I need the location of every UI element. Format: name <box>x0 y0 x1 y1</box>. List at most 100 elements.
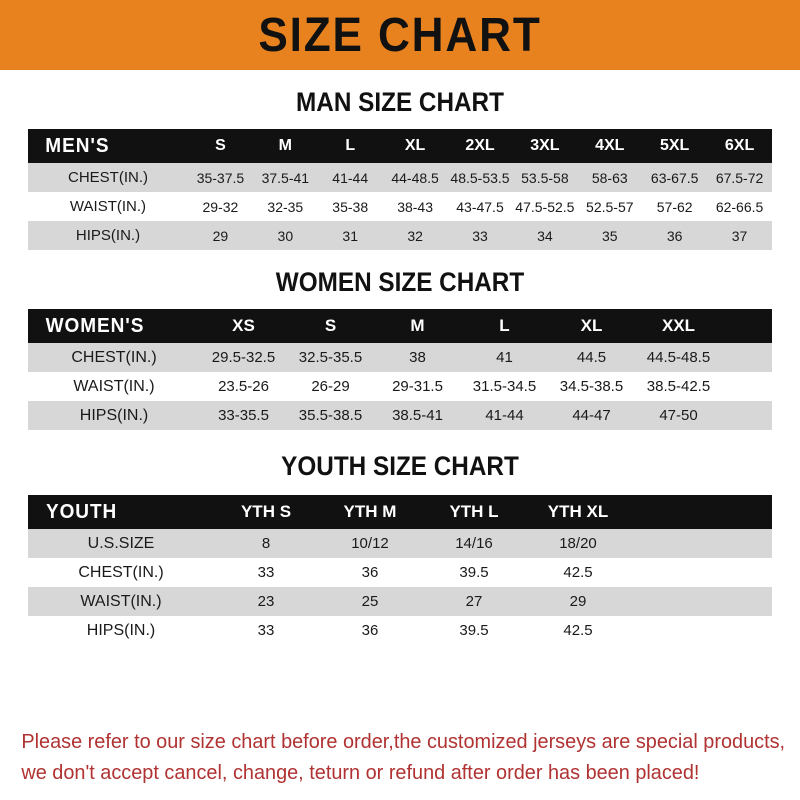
youth-row-label: U.S.SIZE <box>87 534 155 552</box>
youth-table-body: U.S.SIZE 8 10/12 14/16 18/20 CHEST(IN.) 33 36 3… <box>28 529 772 645</box>
youth-spacer-cell <box>630 587 772 616</box>
youth-spacer-cell <box>630 529 772 558</box>
men-measurement-cell: 62-66.5 <box>715 198 764 215</box>
section-title-women: WOMEN SIZE CHART <box>275 267 525 297</box>
youth-row-label: HIPS(IN.) <box>86 621 156 639</box>
table-row: CHEST(IN.) 33 36 39.5 42.5 <box>28 558 772 587</box>
women-size-header: XL <box>580 316 603 335</box>
men-measurement-cell: 67.5-72 <box>715 169 764 186</box>
youth-size-header: YTH S <box>240 502 292 521</box>
men-measurement-cell: 36 <box>666 227 683 244</box>
men-size-header: 5XL <box>659 137 690 154</box>
youth-measurement-cell: 33 <box>257 622 275 639</box>
men-header-row: MEN'S S M L XL 2XL 3XL 4XL 5XL 6XL <box>27 129 772 163</box>
section-men: MAN SIZE CHART MEN'S S M L XL 2XL 3XL 4XL 5XL 6XL… <box>0 70 800 250</box>
women-measurement-cell: 38 <box>409 349 426 366</box>
table-row: HIPS(IN.) 33-35.5 35.5-38.5 38.5-41 41-44 44-… <box>28 401 772 430</box>
women-measurement-cell: 29.5-32.5 <box>211 349 276 366</box>
youth-measurement-cell: 42.5 <box>563 622 593 639</box>
men-measurement-cell: 63-67.5 <box>650 169 699 186</box>
women-measurement-cell: 41-44 <box>485 407 524 424</box>
women-spacer-header <box>722 309 772 343</box>
youth-measurement-cell: 10/12 <box>351 535 389 552</box>
men-size-header: M <box>278 137 292 154</box>
women-measurement-cell: 38.5-42.5 <box>646 378 711 395</box>
men-measurement-cell: 29-32 <box>202 198 239 215</box>
page-banner: SIZE CHART <box>0 0 800 70</box>
youth-spacer-header <box>630 495 772 529</box>
section-youth: YOUTH SIZE CHART YOUTH YTH S YTH M YTH L YTH… <box>0 430 800 645</box>
table-row: CHEST(IN.) 35-37.5 37.5-41 41-44 44-48.5 48.5… <box>27 163 772 192</box>
youth-measurement-cell: 25 <box>361 593 379 610</box>
youth-measurement-cell: 27 <box>465 593 483 610</box>
women-measurement-cell: 23.5-26 <box>218 378 269 395</box>
men-size-table: MEN'S S M L XL 2XL 3XL 4XL 5XL 6XL CHEST(IN.) 35-3… <box>27 129 772 250</box>
men-measurement-cell: 44-48.5 <box>391 169 439 186</box>
disclaimer-line-2: we don't accept cancel, change, teturn o… <box>21 761 700 784</box>
men-measurement-cell: 33 <box>472 227 488 244</box>
men-corner-label: MEN'S <box>45 134 110 157</box>
youth-measurement-cell: 39.5 <box>459 622 489 639</box>
youth-measurement-cell: 33 <box>257 564 275 581</box>
women-measurement-cell: 38.5-41 <box>392 407 443 424</box>
men-size-header: 3XL <box>530 137 560 154</box>
women-measurement-cell: 44-47 <box>572 407 611 424</box>
youth-measurement-cell: 39.5 <box>459 564 489 581</box>
women-measurement-cell: 31.5-34.5 <box>472 378 537 395</box>
section-title-men: MAN SIZE CHART <box>296 87 504 117</box>
men-measurement-cell: 48.5-53.5 <box>450 169 510 186</box>
table-row: U.S.SIZE 8 10/12 14/16 18/20 <box>28 529 772 558</box>
table-row: HIPS(IN.) 33 36 39.5 42.5 <box>28 616 772 645</box>
section-title-youth: YOUTH SIZE CHART <box>281 451 519 481</box>
men-row-label: HIPS(IN.) <box>75 227 141 244</box>
women-measurement-cell: 41 <box>496 349 513 366</box>
men-measurement-cell: 37 <box>731 227 748 244</box>
men-measurement-cell: 32 <box>407 227 423 244</box>
table-row: WAIST(IN.) 23 25 27 29 <box>28 587 772 616</box>
page-title: SIZE CHART <box>258 8 542 62</box>
youth-measurement-cell: 23 <box>257 593 275 610</box>
youth-size-header: YTH M <box>343 502 397 521</box>
women-measurement-cell: 29-31.5 <box>392 378 443 395</box>
youth-row-label: CHEST(IN.) <box>78 563 164 581</box>
youth-measurement-cell: 36 <box>361 564 379 581</box>
women-size-header: M <box>410 316 425 335</box>
table-row: HIPS(IN.) 29 30 31 32 33 34 35 36 37 <box>27 221 772 250</box>
women-table-body: CHEST(IN.) 29.5-32.5 32.5-35.5 38 41 44.5 44.5… <box>28 343 772 430</box>
women-measurement-cell: 33-35.5 <box>218 407 269 424</box>
table-row: WAIST(IN.) 29-32 32-35 35-38 38-43 43-47.5 47.… <box>27 192 772 221</box>
youth-table-header: YOUTH YTH S YTH M YTH L YTH XL <box>28 495 772 529</box>
men-measurement-cell: 32-35 <box>267 198 304 215</box>
youth-header-row: YOUTH YTH S YTH M YTH L YTH XL <box>28 495 772 529</box>
men-measurement-cell: 35-37.5 <box>196 169 245 186</box>
women-size-header: L <box>499 316 510 335</box>
women-measurement-cell: 35.5-38.5 <box>298 407 363 424</box>
women-measurement-cell: 44.5 <box>576 349 607 366</box>
men-table-body: CHEST(IN.) 35-37.5 37.5-41 41-44 44-48.5 48.5… <box>27 163 772 250</box>
women-size-header: S <box>324 316 337 335</box>
youth-corner-label: YOUTH <box>45 500 118 523</box>
women-size-table: WOMEN'S XS S M L XL XXL CHEST(IN.) 29.5-32.5 32.… <box>28 309 772 430</box>
men-measurement-cell: 53.5-58 <box>521 169 569 186</box>
men-size-header: S <box>215 137 226 154</box>
women-measurement-cell: 47-50 <box>659 407 698 424</box>
men-measurement-cell: 38-43 <box>397 198 433 215</box>
men-size-header: 2XL <box>465 137 495 154</box>
men-measurement-cell: 37.5-41 <box>261 169 310 186</box>
women-table-header: WOMEN'S XS S M L XL XXL <box>28 309 772 343</box>
men-measurement-cell: 34 <box>537 227 553 244</box>
men-table-header: MEN'S S M L XL 2XL 3XL 4XL 5XL 6XL <box>27 129 772 163</box>
table-row: WAIST(IN.) 23.5-26 26-29 29-31.5 31.5-34.5 34… <box>28 372 772 401</box>
youth-measurement-cell: 8 <box>261 535 271 552</box>
men-measurement-cell: 41-44 <box>332 169 369 186</box>
youth-spacer-cell <box>630 616 772 645</box>
youth-size-table: YOUTH YTH S YTH M YTH L YTH XL U.S.SIZE 8 10/1… <box>28 495 772 645</box>
men-measurement-cell: 29 <box>212 227 229 244</box>
women-row-label: CHEST(IN.) <box>71 348 157 366</box>
disclaimer-line-1: Please refer to our size chart before or… <box>21 730 786 753</box>
youth-measurement-cell: 14/16 <box>455 535 493 552</box>
men-size-header: 4XL <box>595 137 625 154</box>
disclaimer-note: Please refer to our size chart before or… <box>0 726 786 788</box>
table-row: CHEST(IN.) 29.5-32.5 32.5-35.5 38 41 44.5 44.5… <box>28 343 772 372</box>
men-size-header: L <box>345 137 356 154</box>
